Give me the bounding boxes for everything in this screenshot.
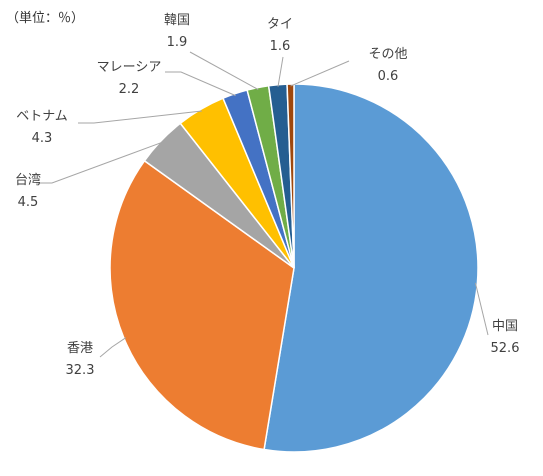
- label-value-other: 0.6: [378, 69, 399, 84]
- leader-line-china: [474, 282, 489, 336]
- leader-line-korea: [189, 51, 259, 90]
- label-category-malaysia: マレーシア: [97, 60, 162, 75]
- label-value-china: 52.6: [491, 341, 520, 356]
- leader-line-taiwan: [36, 141, 163, 184]
- label-value-hong-kong: 32.3: [66, 363, 95, 378]
- label-category-hong-kong: 香港: [67, 341, 93, 356]
- label-value-thailand: 1.6: [270, 39, 291, 54]
- unit-label: （単位：％）: [6, 11, 85, 26]
- leader-line-other: [290, 60, 350, 87]
- label-category-china: 中国: [492, 319, 518, 334]
- label-category-vietnam: ベトナム: [16, 109, 68, 124]
- leader-line-malaysia: [165, 71, 236, 97]
- leader-lines: [36, 51, 489, 358]
- leader-line-vietnam: [78, 110, 202, 124]
- slice-labels: 中国 52.6 香港 32.3 台湾 4.5 ベトナム 4.3 マレーシア 2.2 韓国 1.9 タイ 1…: [15, 13, 519, 378]
- label-category-other: その他: [368, 47, 407, 62]
- leader-line-hong-kong: [99, 337, 127, 358]
- slice-other: [286, 83, 295, 269]
- label-category-thailand: タイ: [267, 17, 293, 32]
- label-category-taiwan: 台湾: [15, 172, 41, 188]
- label-value-malaysia: 2.2: [119, 82, 140, 97]
- label-category-korea: 韓国: [164, 13, 190, 28]
- label-value-taiwan: 4.5: [18, 195, 39, 210]
- label-value-vietnam: 4.3: [32, 131, 53, 146]
- label-value-korea: 1.9: [167, 35, 188, 50]
- slice-china: [263, 83, 479, 453]
- pie-slices: [109, 83, 479, 453]
- leader-line-thailand: [277, 56, 284, 87]
